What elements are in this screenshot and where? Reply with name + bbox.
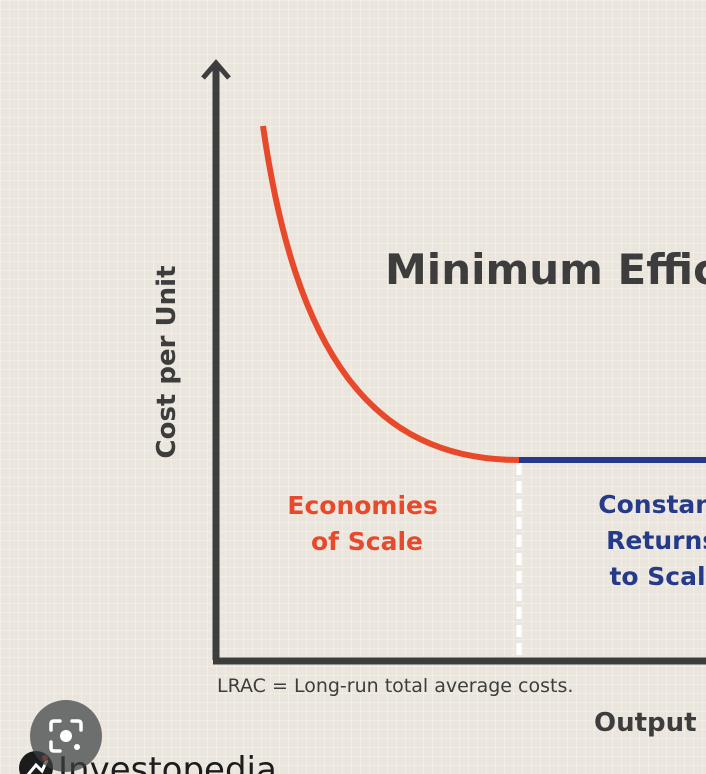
region-label-economies: Economies of Scale <box>287 491 446 556</box>
y-axis-arrow <box>201 59 231 80</box>
chart-footnote: LRAC = Long-run total average costs. <box>217 675 573 697</box>
region-label-constant-line-1: Constant <box>598 490 706 519</box>
region-label-constant: Constant Returns to Scale <box>598 490 706 591</box>
region-label-economies-line-1: Economies <box>287 491 438 520</box>
y-axis-label: Cost per Unit <box>152 266 182 459</box>
region-label-constant-line-2: Returns <box>606 526 706 555</box>
chart-title: Minimum Efficient Scale <box>385 245 706 294</box>
lrac-curve-economies <box>260 125 520 463</box>
region-label-economies-line-2: of Scale <box>311 527 423 556</box>
x-axis-label: Output <box>594 708 697 738</box>
lens-button[interactable] <box>30 700 102 772</box>
region-label-constant-line-3: to Scale <box>609 562 706 591</box>
lens-icon <box>49 719 83 753</box>
